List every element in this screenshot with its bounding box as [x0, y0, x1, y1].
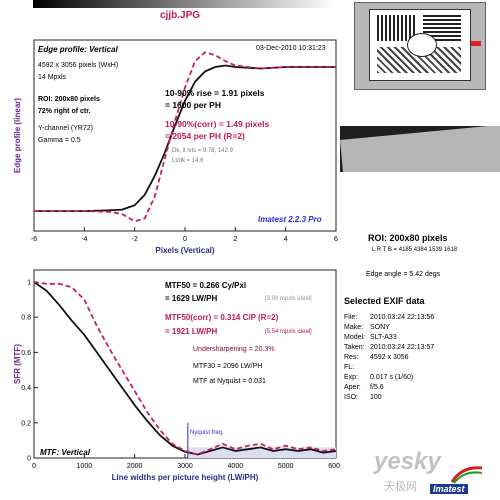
exif-value: 2010:03:24 22:13:56	[370, 314, 435, 321]
mtf-y-tick-label: 0.6	[21, 350, 31, 357]
mtf-y-tick-label: 0.8	[21, 315, 31, 322]
exif-key: File:	[344, 314, 358, 321]
edge-brand: Imatest 2.2.3 Pro	[258, 215, 322, 224]
roi-preview	[340, 126, 500, 172]
edge-gamma: Gamma = 0.5	[38, 137, 81, 144]
edge-corr1: 10-90%(corr) = 1.49 pixels	[165, 119, 270, 129]
mtf50: MTF50 = 0.266 Cy/Pxl	[165, 281, 247, 290]
edge-x-tick-label: 6	[334, 236, 338, 243]
edge-x-axis-label: Pixels (Vertical)	[155, 246, 214, 255]
edge-channel: Y-channel (YR72)	[38, 125, 93, 132]
edge-series-line	[34, 64, 336, 213]
mtf-x-tick-label: 5000	[278, 463, 294, 470]
mtf50d: = 1921 LW/PH	[165, 327, 218, 336]
mtf-series-line	[33, 281, 337, 456]
mtf50b: = 1629 LW/PH	[165, 294, 218, 303]
edge-x-tick-label: 2	[233, 236, 237, 243]
edge-pos: 72% right of ctr.	[38, 108, 91, 115]
exif-value: f/5.6	[370, 384, 384, 391]
edge-corr2: = 2054 per PH (R=2)	[165, 131, 245, 141]
watermark-imatest: Imatest	[430, 484, 468, 494]
mtf-ideal1: [3.99 mpxls ideal]	[265, 296, 312, 302]
mtf-y-tick-label: 1	[27, 280, 31, 287]
mtf-x-tick-label: 1000	[77, 463, 93, 470]
edge-x-tick-label: -6	[31, 236, 37, 243]
exif-value: 0.017 s (1/60)	[370, 374, 414, 381]
exif-key: Model:	[344, 334, 366, 341]
watermark-yesky: yesky	[374, 448, 441, 475]
nyquist-shade	[187, 447, 336, 458]
exif-key: Res:	[344, 354, 359, 361]
mtf-y-tick-label: 0	[27, 456, 31, 463]
exif-key: Aper:	[344, 384, 361, 391]
edge-series-line	[34, 51, 336, 223]
mtf-x-tick-label: 0	[32, 463, 36, 470]
mtf-x-tick-label: 2000	[127, 463, 143, 470]
edge-roi: ROI: 200x80 pixels	[38, 96, 100, 103]
edge-x-tick-label: 4	[284, 236, 288, 243]
edge-mpxls: 14 Mpxls	[38, 74, 67, 81]
mtf-x-tick-label: 3000	[177, 463, 193, 470]
exif-value: 100	[370, 394, 382, 401]
exif-key: FL:	[344, 364, 355, 371]
exif-key: ISO:	[344, 394, 359, 401]
roi-lrtb: L R T B = 4185 4384 1539 1618	[372, 247, 458, 253]
mtf-ideal2: [5.54 mpxls ideal]	[265, 329, 312, 335]
mtf-x-axis-label: Line widths per picture height (LW/PH)	[112, 473, 259, 482]
exif-key: Taken:	[344, 344, 365, 351]
watermark-cn: 天极网	[384, 481, 417, 493]
edge-dk: Dk, lt lvls = 9.78, 142.9	[172, 148, 233, 154]
edge-angle: Edge angle = 5.42 degs	[366, 271, 441, 278]
chart-thumbnail	[354, 2, 486, 90]
edge-x-tick-label: -4	[81, 236, 87, 243]
edge-rise2: = 1600 per PH	[165, 100, 221, 110]
edge-x-tick-label: -2	[132, 236, 138, 243]
exif-value: SLT-A33	[370, 334, 397, 341]
imatest-logo-icon	[450, 466, 483, 484]
mtf-under: Undersharpening = 20.3%	[193, 346, 275, 353]
edge-x-tick-label: 0	[183, 236, 187, 243]
exif-value: 4592 x 3056	[370, 354, 409, 361]
mtf-x-tick-label: 4000	[228, 463, 244, 470]
mtf-y-tick-label: 0.2	[21, 420, 31, 427]
exif-value: SONY	[370, 324, 390, 331]
edge-plot-frame	[33, 39, 337, 232]
roi-title: ROI: 200x80 pixels	[368, 233, 448, 243]
mtf-nyq: MTF at Nyquist = 0.031	[193, 378, 266, 385]
nyquist-label: Nyquist freq.	[190, 430, 224, 436]
mtf30: MTF30 = 2096 LW/PH	[193, 363, 263, 370]
edge-panel-title: Edge profile: Vertical	[38, 45, 118, 54]
mtf-y-tick-label: 0.4	[21, 385, 31, 392]
gradient-bar	[33, 0, 336, 8]
exif-key: Exp:	[344, 374, 359, 381]
edge-y-axis-label: Edge profile (linear)	[13, 98, 22, 173]
edge-rise1: 10-90% rise = 1.91 pixels	[165, 88, 265, 98]
exif-value: 2010:03:24 22:13:57	[370, 344, 435, 351]
file-title: cjjb.JPG	[160, 10, 201, 21]
mtf-panel-title: MTF: Vertical	[40, 448, 90, 457]
exif-key: Make:	[344, 324, 364, 331]
mtf50c: MTF50(corr) = 0.314 C/P (R=2)	[165, 313, 279, 322]
edge-profile-chart: -6 -4 -2 0 2 4 6 Pixels (Vertical) Edge profile …	[13, 39, 338, 255]
edge-dims: 4592 x 3056 pixels (WxH)	[38, 62, 119, 69]
mtf-y-axis-label: SFR (MTF)	[13, 344, 22, 384]
exif-title: Selected EXIF data	[344, 296, 425, 306]
edge-ltdk: Lt/dk = 14.6	[172, 158, 204, 164]
edge-date: 03-Dec-2010 10:31:23	[256, 45, 326, 52]
